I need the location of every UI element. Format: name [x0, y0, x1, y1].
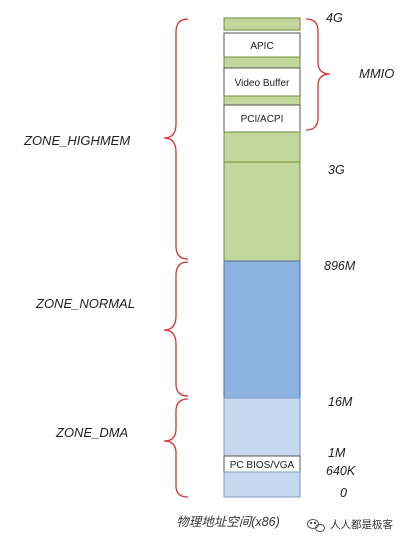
zone-braces	[163, 18, 189, 498]
addr-4g: 4G	[326, 11, 343, 25]
watermark: 人人都是极客	[307, 518, 393, 533]
segment-highmem-2	[223, 161, 301, 262]
addr-640k: 640K	[326, 464, 356, 478]
segment-zone-dma-2	[223, 471, 301, 498]
segment-gap-2	[223, 95, 301, 106]
caption: 物理地址空间(x86)	[176, 515, 279, 529]
addr-1m: 1M	[328, 446, 346, 460]
apic-label: APIC	[250, 41, 273, 52]
pc-bios-vga-label: PC BIOS/VGA	[230, 460, 295, 471]
brace-highmem	[163, 18, 189, 260]
zone-highmem-label: ZONE_HIGHMEM	[23, 133, 130, 148]
zone-normal-label: ZONE_NORMAL	[35, 296, 135, 311]
memory-column: APIC Video Buffer PCI/ACPI PC BIOS/VGA	[223, 17, 301, 498]
segment-gap-1	[223, 56, 301, 69]
zone-dma-label: ZONE_DMA	[55, 425, 128, 440]
segment-video-buffer	[223, 67, 301, 97]
pci-acpi-label: PCI/ACPI	[241, 114, 284, 125]
segment-highmem-1	[223, 131, 301, 163]
addr-896m: 896M	[324, 259, 356, 273]
brace-normal	[163, 261, 189, 397]
watermark-text: 人人都是极客	[330, 518, 393, 531]
wechat-icon	[307, 519, 325, 533]
address-labels: 4G 3G 896M 16M 1M 640K 0	[324, 11, 356, 500]
segment-top	[223, 17, 301, 31]
segment-zone-normal	[223, 260, 301, 399]
addr-3g: 3G	[328, 163, 345, 177]
video-buffer-label: Video Buffer	[235, 78, 290, 89]
mmio-label: MMIO	[359, 66, 394, 81]
segment-zone-dma-1	[223, 397, 301, 457]
brace-mmio	[305, 18, 331, 131]
segment-apic	[223, 32, 301, 58]
addr-16m: 16M	[328, 395, 353, 409]
brace-dma	[163, 398, 189, 498]
addr-0: 0	[340, 486, 347, 500]
